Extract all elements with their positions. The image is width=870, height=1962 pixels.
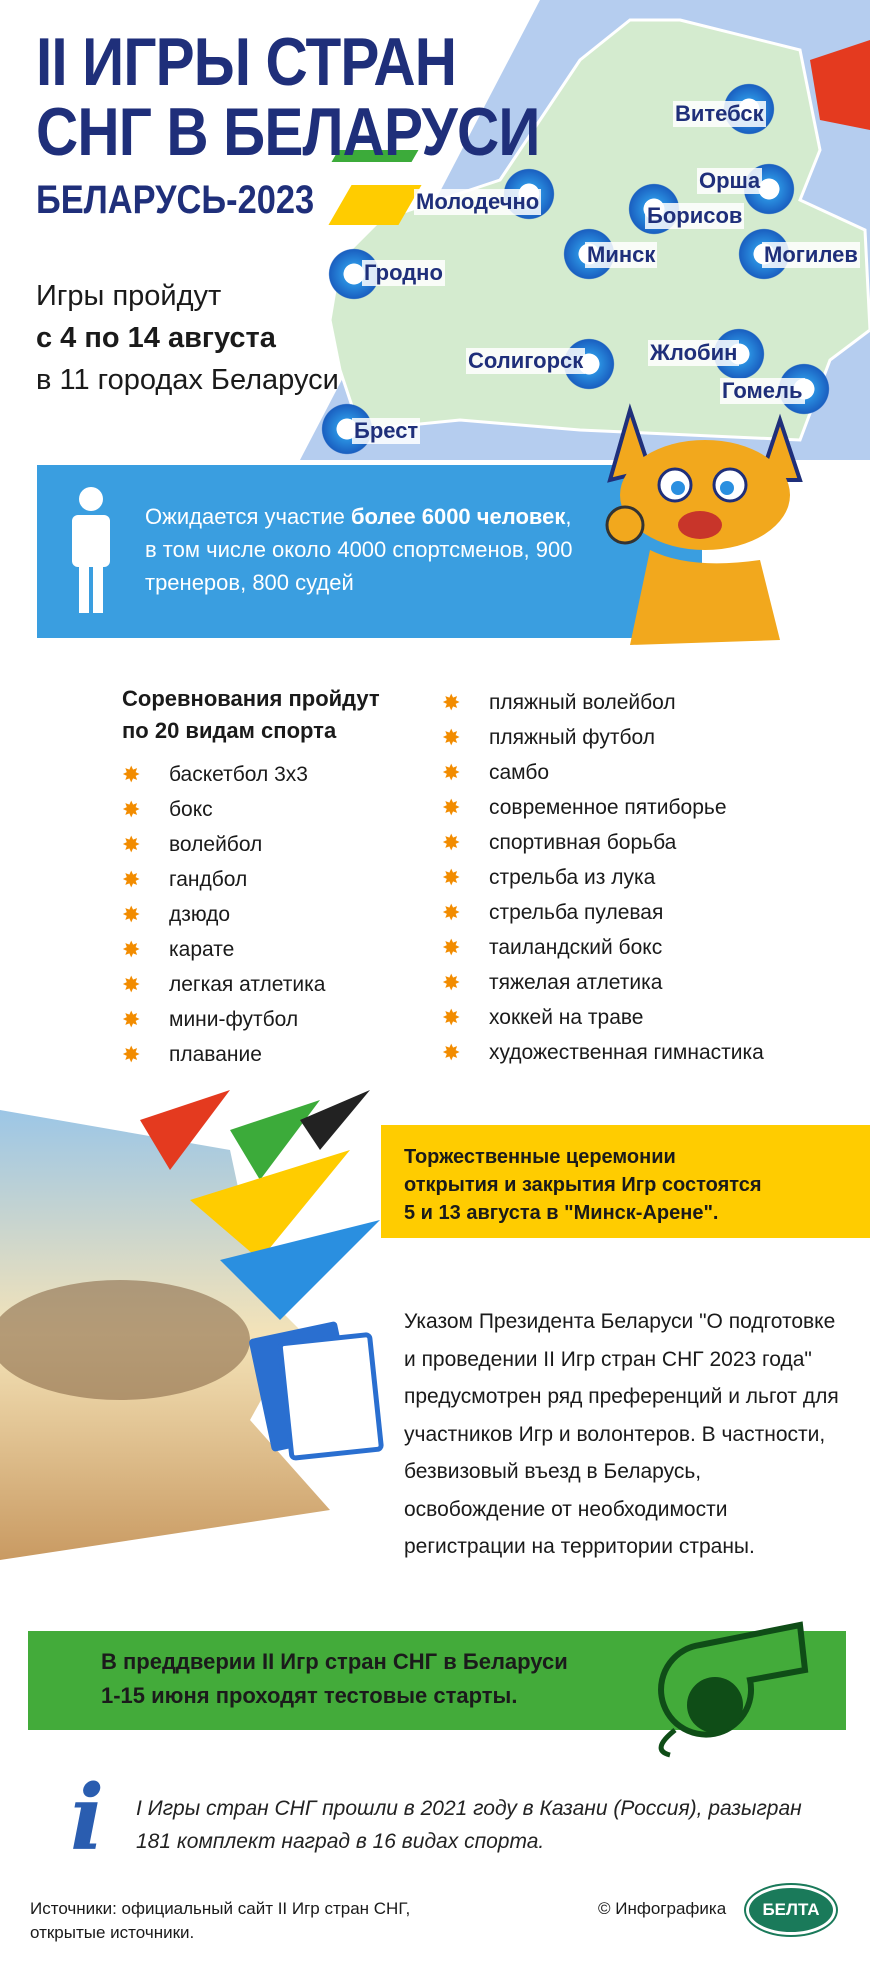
list-item: ✸ стрельба из лука xyxy=(442,864,656,890)
info-text: I Игры стран СНГ прошли в 2021 году в Ка… xyxy=(136,1797,802,1853)
ceremony-text: Торжественные церемонии открытия и закрыт… xyxy=(404,1146,762,1224)
bullet-star-icon: ✸ xyxy=(442,899,461,925)
list-item: ✸ бокс xyxy=(122,796,213,822)
bullet-star-icon: ✸ xyxy=(442,864,461,890)
list-item: ✸ художественная гимнастика xyxy=(442,1039,764,1065)
bullet-star-icon: ✸ xyxy=(442,724,461,750)
city-zhlobin: Жлобин xyxy=(648,340,740,366)
sources: Источники: официальный сайт II Игр стран… xyxy=(30,1899,411,1942)
city-minsk: Минск xyxy=(585,242,658,268)
bullet-star-icon: ✸ xyxy=(122,936,141,962)
list-item: ✸ легкая атлетика xyxy=(122,971,326,997)
person-icon xyxy=(72,487,110,613)
bullet-star-icon: ✸ xyxy=(442,794,461,820)
list-item: ✸ баскетбол 3х3 xyxy=(122,761,308,787)
list-item: ✸ современное пятиборье xyxy=(442,794,727,820)
sports-list-right: ✸ пляжный волейбол ✸ пляжный футбол ✸ самбо… xyxy=(442,685,764,1070)
belta-logo: БЕЛТА xyxy=(746,1885,836,1935)
list-item: ✸ карате xyxy=(122,936,235,962)
page-subtitle: БЕЛАРУСЬ-2023 xyxy=(36,178,315,222)
dates-block: Игры пройдут с 4 по 14 августа в 11 горо… xyxy=(36,275,339,401)
list-item: ✸ волейбол xyxy=(122,831,263,857)
list-item: ✸ стрельба пулевая xyxy=(442,899,664,925)
city-molodechno: Молодечно xyxy=(414,189,542,215)
city-soligorsk: Солигорск xyxy=(466,348,586,374)
page-title-line1: II ИГРЫ СТРАН xyxy=(36,24,457,100)
sports-list-left: ✸ баскетбол 3х3 ✸ бокс ✸ волейбол ✸ гандбол … xyxy=(122,757,325,1072)
credit: © Инфографика xyxy=(598,1899,727,1918)
tests-text: В преддверии II Игр стран СНГ в Беларуси… xyxy=(101,1649,568,1708)
lynx-mascot xyxy=(605,403,803,645)
bullet-star-icon: ✸ xyxy=(122,761,141,787)
bullet-star-icon: ✸ xyxy=(122,901,141,927)
list-item: ✸ плавание xyxy=(122,1041,262,1067)
dates-line2: с 4 по 14 августа xyxy=(36,322,276,354)
participants-text: Ожидается участие более 6000 человек, в … xyxy=(145,504,573,595)
bullet-star-icon: ✸ xyxy=(442,689,461,715)
page-title-line2: СНГ В БЕЛАРУСИ xyxy=(36,94,540,170)
decree-text: Указом Президента Беларуси "О подготовке… xyxy=(404,1310,839,1558)
city-gomel: Гомель xyxy=(720,378,805,404)
city-mogilev: Могилев xyxy=(762,242,860,268)
list-item: ✸ таиландский бокс xyxy=(442,934,663,960)
dates-line1: Игры пройдут xyxy=(36,280,222,312)
city-borisov: Борисов xyxy=(645,203,745,229)
list-item: ✸ спортивная борьба xyxy=(442,829,677,855)
bullet-star-icon: ✸ xyxy=(122,971,141,997)
list-item: ✸ гандбол xyxy=(122,866,248,892)
city-brest: Брест xyxy=(352,418,421,444)
minsk-arena-photo xyxy=(0,1090,384,1560)
bullet-star-icon: ✸ xyxy=(442,1004,461,1030)
bullet-star-icon: ✸ xyxy=(442,829,461,855)
list-item: ✸ тяжелая атлетика xyxy=(442,969,663,995)
city-grodno: Гродно xyxy=(362,260,445,286)
whistle-icon xyxy=(658,1621,809,1758)
bullet-star-icon: ✸ xyxy=(442,934,461,960)
dates-line3: в 11 городах Беларуси xyxy=(36,364,339,396)
list-item: ✸ пляжный футбол xyxy=(442,724,655,750)
list-item: ✸ хоккей на траве xyxy=(442,1004,644,1030)
bullet-star-icon: ✸ xyxy=(122,796,141,822)
sports-heading: Соревнования пройдут по 20 видам спорта xyxy=(122,686,380,743)
info-icon: i xyxy=(70,1765,105,1871)
list-item: ✸ мини-футбол xyxy=(122,1006,299,1032)
participants-band xyxy=(37,465,702,638)
bullet-star-icon: ✸ xyxy=(122,1006,141,1032)
bullet-star-icon: ✸ xyxy=(122,831,141,857)
list-item: ✸ самбо xyxy=(442,759,550,785)
ceremony-box xyxy=(381,1125,870,1238)
bullet-star-icon: ✸ xyxy=(122,1041,141,1067)
bullet-star-icon: ✸ xyxy=(442,759,461,785)
bullet-star-icon: ✸ xyxy=(442,1039,461,1065)
city-vitebsk: Витебск xyxy=(673,101,766,127)
bullet-star-icon: ✸ xyxy=(442,969,461,995)
list-item: ✸ дзюдо xyxy=(122,901,231,927)
list-item: ✸ пляжный волейбол xyxy=(442,689,676,715)
bullet-star-icon: ✸ xyxy=(122,866,141,892)
city-orsha: Орша xyxy=(697,168,763,194)
